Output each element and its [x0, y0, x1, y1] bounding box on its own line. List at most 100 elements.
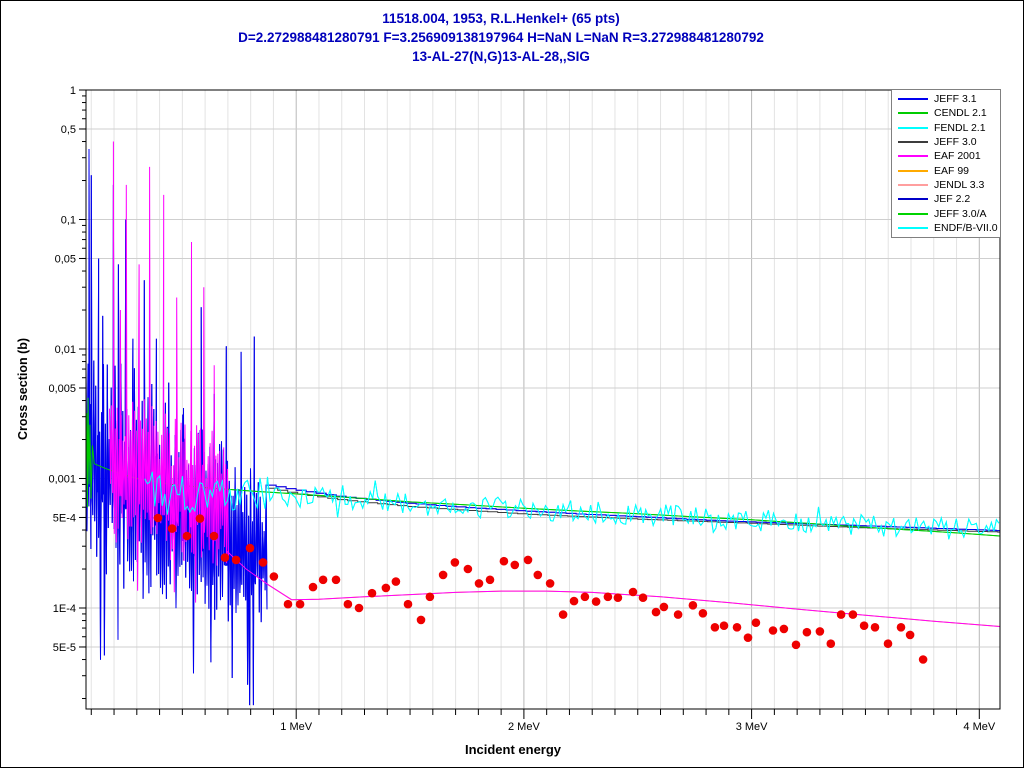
y-tick-label: 0,1: [61, 215, 76, 227]
legend-color-swatch: [898, 155, 928, 158]
data-point: [870, 623, 880, 632]
y-tick-label: 5E-4: [53, 512, 76, 524]
x-tick-label: 1 MeV: [280, 721, 312, 733]
data-point: [463, 564, 473, 574]
legend-item-eaf-99: EAF 99: [892, 163, 1000, 177]
chart-title-line1: 11518.004, 1953, R.L.Henkel+ (65 pts): [382, 11, 620, 26]
data-point: [474, 579, 484, 588]
data-point: [883, 639, 893, 648]
data-point: [743, 633, 753, 642]
legend-item-label: JEFF 3.1: [934, 93, 977, 106]
y-tick-label: 0,005: [48, 383, 76, 395]
legend-item-endf-b-vii-0: ENDF/B-VII.0: [892, 221, 1000, 235]
data-point: [719, 621, 729, 630]
legend-item-cendl-2-1: CENDL 2.1: [892, 106, 1000, 120]
data-point: [258, 558, 268, 567]
data-point: [523, 555, 533, 565]
data-point: [826, 639, 836, 648]
legend-item-fendl-2-1: FENDL 2.1: [892, 121, 1000, 135]
data-point: [367, 588, 377, 598]
data-point: [591, 597, 601, 606]
plot-area[interactable]: [85, 89, 1001, 710]
series-jendl-3-3: [266, 484, 1000, 532]
legend-item-label: JEF 2.2: [934, 193, 971, 206]
series-eaf-99: [227, 551, 1000, 627]
legend-item-jef-2-2: JEF 2.2: [892, 192, 1000, 206]
data-point: [848, 610, 858, 619]
data-point: [628, 587, 638, 597]
data-point: [153, 513, 163, 523]
data-point: [485, 575, 495, 585]
legend-item-label: JENDL 3.3: [934, 178, 985, 191]
legend-item-jeff-3-0: JEFF 3.0: [892, 135, 1000, 149]
data-point: [425, 592, 435, 602]
data-point: [510, 560, 520, 570]
x-tick-label: 2 MeV: [508, 721, 540, 733]
legend-color-swatch: [898, 183, 928, 186]
grid: [86, 89, 1000, 709]
data-point: [245, 543, 255, 553]
data-point: [438, 570, 448, 580]
legend-color-swatch: [898, 212, 928, 215]
data-point: [220, 553, 230, 562]
chart-title-line2: D=2.272988481280791 F=3.256909138197964 …: [238, 30, 764, 45]
data-point: [698, 609, 708, 618]
legend-color-swatch: [898, 198, 928, 201]
legend-color-swatch: [898, 226, 928, 229]
legend-item-label: EAF 2001: [934, 150, 981, 163]
data-point: [768, 626, 778, 635]
data-point: [779, 624, 789, 634]
legend-item-eaf-2001: EAF 2001: [892, 149, 1000, 163]
legend-color-swatch: [898, 141, 928, 144]
legend-color-swatch: [898, 169, 928, 172]
data-point: [603, 592, 613, 602]
legend-item-label: ENDF/B-VII.0: [934, 221, 998, 234]
data-point: [836, 610, 846, 619]
data-point: [732, 623, 742, 632]
data-point: [791, 640, 801, 650]
series-endf-b-vii-0: [144, 471, 1000, 540]
data-point: [710, 623, 720, 632]
x-tick-label: 4 MeV: [963, 721, 995, 733]
legend-item-jeff-3-0-a: JEFF 3.0/A: [892, 206, 1000, 220]
data-point: [751, 618, 761, 627]
data-point: [580, 592, 590, 602]
data-point: [403, 599, 413, 609]
data-point: [416, 615, 426, 625]
data-point: [659, 602, 669, 612]
x-tick-label: 3 MeV: [736, 721, 768, 733]
data-point: [182, 531, 192, 541]
data-point: [651, 607, 661, 617]
data-point: [815, 627, 825, 636]
data-point: [195, 514, 205, 523]
y-tick-label: 1E-4: [53, 603, 76, 615]
series-fendl-2-1: [144, 471, 1000, 540]
data-point: [802, 627, 812, 637]
legend-color-swatch: [898, 126, 928, 129]
data-point: [558, 610, 568, 619]
y-tick-label: 0,5: [61, 124, 76, 136]
data-point: [859, 621, 869, 630]
data-point: [391, 577, 401, 586]
legend-item-jeff-3-1: JEFF 3.1: [892, 92, 1000, 106]
x-axis-label: Incident energy: [464, 742, 562, 757]
chart-title-line3: 13-AL-27(N,G)13-AL-28,,SIG: [412, 49, 590, 64]
data-point: [545, 579, 555, 588]
data-point: [499, 556, 509, 566]
y-tick-label: 0,001: [48, 474, 76, 486]
data-point: [167, 524, 177, 533]
legend-item-jendl-3-3: JENDL 3.3: [892, 178, 1000, 192]
data-point: [638, 593, 648, 602]
chart-title-block: 11518.004, 1953, R.L.Henkel+ (65 pts) D=…: [1, 9, 1001, 66]
data-point: [209, 531, 219, 541]
data-point: [533, 570, 543, 580]
data-point: [331, 575, 341, 585]
curves-layer: [86, 141, 1000, 706]
data-point: [343, 599, 353, 609]
y-tick-label: 0,01: [55, 344, 76, 356]
legend: JEFF 3.1 CENDL 2.1 FENDL 2.1 JEFF 3.0 EAF 20…: [891, 89, 1001, 238]
data-point: [283, 599, 293, 609]
legend-item-label: CENDL 2.1: [934, 107, 987, 120]
